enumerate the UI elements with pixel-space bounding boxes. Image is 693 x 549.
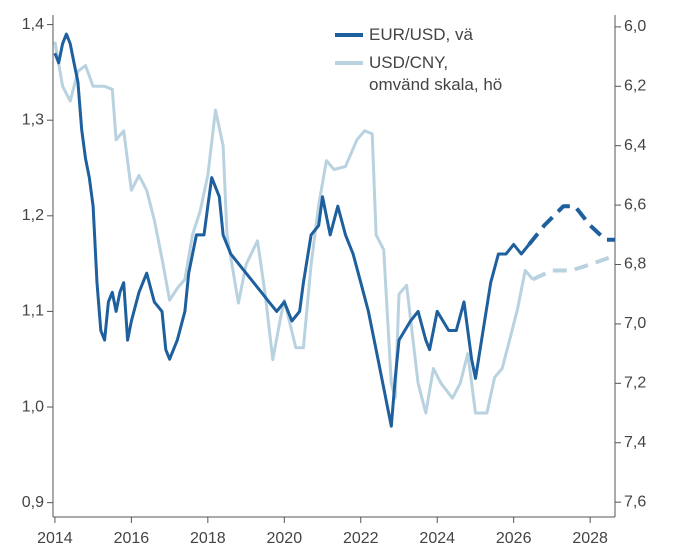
y2-tick-label: 6,0 <box>624 18 646 35</box>
x-tick-label: 2020 <box>267 530 303 547</box>
y2-tick-label: 7,6 <box>624 493 646 510</box>
x-tick-label: 2016 <box>114 530 150 547</box>
legend-label: EUR/USD, vä <box>369 25 473 44</box>
legend-item: EUR/USD, vä <box>335 24 502 46</box>
x-tick-label: 2026 <box>496 530 532 547</box>
y2-tick-label: 7,2 <box>624 375 646 392</box>
legend-label: USD/CNY, omvänd skala, hö <box>369 53 503 94</box>
legend-swatch <box>335 33 363 37</box>
legend-item: USD/CNY, omvänd skala, hö <box>335 52 502 96</box>
data-line <box>53 41 534 415</box>
y2-tick-label: 6,2 <box>624 78 646 95</box>
x-tick-label: 2024 <box>419 530 455 547</box>
y-tick-label: 1,1 <box>22 303 44 320</box>
x-tick-label: 2022 <box>343 530 379 547</box>
y2-tick-label: 7,4 <box>624 434 646 451</box>
y2-tick-label: 7,0 <box>624 315 646 332</box>
data-line <box>53 32 531 428</box>
x-tick-label: 2018 <box>190 530 226 547</box>
y2-tick-label: 6,6 <box>624 196 646 213</box>
y-tick-label: 1,2 <box>22 207 44 224</box>
y-tick-label: 1,4 <box>22 16 44 33</box>
y-tick-label: 0,9 <box>22 494 44 511</box>
legend-swatch <box>335 61 363 65</box>
y2-tick-label: 6,8 <box>624 256 646 273</box>
forecast-line <box>527 204 615 246</box>
forecast-line <box>531 253 616 282</box>
y-tick-label: 1,3 <box>22 111 44 128</box>
y-tick-label: 1,0 <box>22 398 44 415</box>
x-tick-label: 2028 <box>572 530 608 547</box>
legend: EUR/USD, vä USD/CNY, omvänd skala, hö <box>335 24 502 102</box>
y2-tick-label: 6,4 <box>624 137 646 154</box>
x-tick-label: 2014 <box>37 530 73 547</box>
